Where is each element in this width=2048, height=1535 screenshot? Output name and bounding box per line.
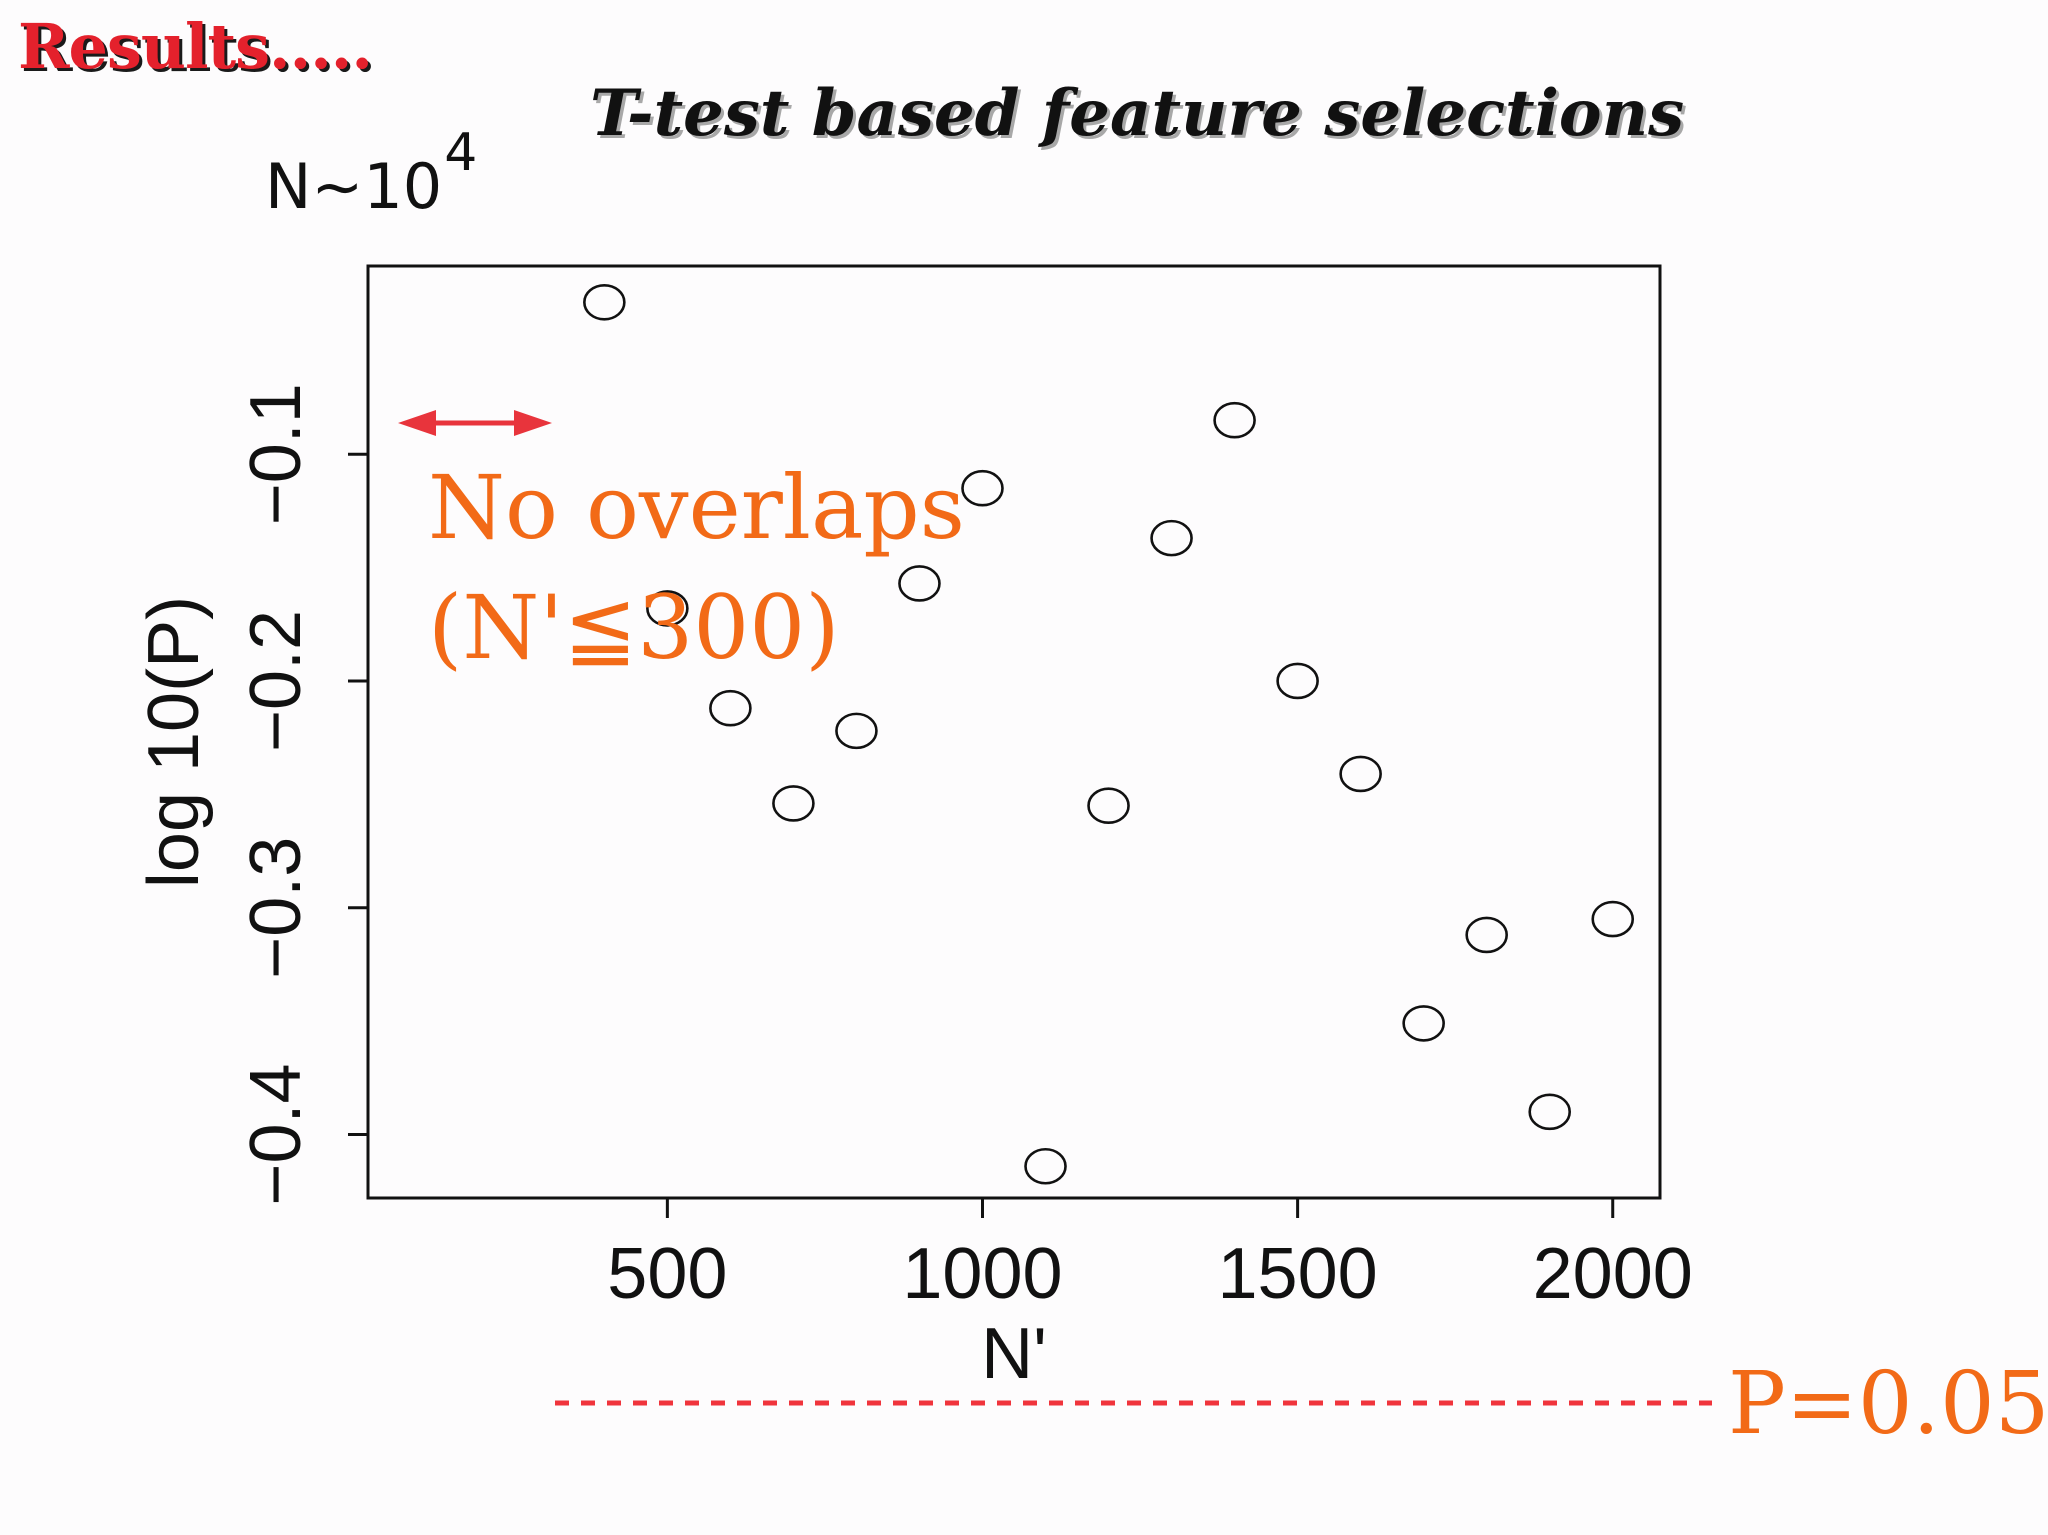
data-point bbox=[1528, 1093, 1572, 1131]
data-point bbox=[961, 469, 1004, 507]
x-axis-title: N' bbox=[981, 1314, 1047, 1394]
data-point bbox=[709, 689, 752, 727]
slide-title: T-test based feature selections bbox=[590, 76, 1685, 151]
plot-frame bbox=[366, 264, 1662, 1200]
data-point bbox=[1150, 519, 1193, 557]
data-point bbox=[898, 565, 941, 602]
n-size-base: N∼10 bbox=[265, 150, 443, 223]
n-size-exponent: 4 bbox=[444, 123, 478, 183]
y-tick-label: −0.1 bbox=[236, 383, 316, 525]
data-point bbox=[646, 590, 689, 627]
data-point bbox=[1024, 1147, 1067, 1185]
data-point bbox=[1213, 401, 1256, 439]
annotations bbox=[398, 410, 1712, 1406]
y-axis-title: log 10(P) bbox=[134, 596, 214, 888]
range-arrow-left-head bbox=[398, 410, 436, 436]
data-point bbox=[1087, 787, 1130, 824]
no-overlap-label: No overlaps bbox=[428, 456, 965, 559]
x-tick-label: 2000 bbox=[1533, 1234, 1693, 1314]
p-threshold-label: P=0.05 bbox=[1728, 1354, 2048, 1454]
results-heading: Results..... bbox=[18, 10, 373, 83]
data-point bbox=[583, 283, 626, 321]
data-point bbox=[1465, 916, 1508, 954]
y-axis: −0.1 −0.2 −0.3 −0.4 bbox=[236, 383, 368, 1206]
plot-frame-layer bbox=[366, 264, 1662, 1200]
data-points bbox=[583, 283, 1635, 1185]
range-arrow-right-head bbox=[514, 410, 552, 436]
x-tick-label: 1000 bbox=[902, 1234, 1062, 1314]
x-tick-label: 500 bbox=[607, 1234, 727, 1314]
x-tick-label: 1500 bbox=[1218, 1234, 1378, 1314]
y-tick-label: −0.4 bbox=[236, 1063, 316, 1205]
data-point bbox=[1276, 662, 1319, 700]
data-point bbox=[772, 785, 815, 822]
x-axis: 500 1000 1500 2000 bbox=[607, 1198, 1693, 1314]
y-tick-label: −0.2 bbox=[236, 610, 316, 752]
n-size-note: N∼104 bbox=[265, 123, 477, 223]
data-point bbox=[1402, 1005, 1445, 1042]
data-point bbox=[1339, 755, 1382, 793]
no-overlap-range-label: (N'≦300) bbox=[428, 576, 840, 679]
data-point bbox=[1591, 900, 1635, 938]
y-tick-label: −0.3 bbox=[236, 837, 316, 979]
data-point bbox=[835, 712, 878, 750]
